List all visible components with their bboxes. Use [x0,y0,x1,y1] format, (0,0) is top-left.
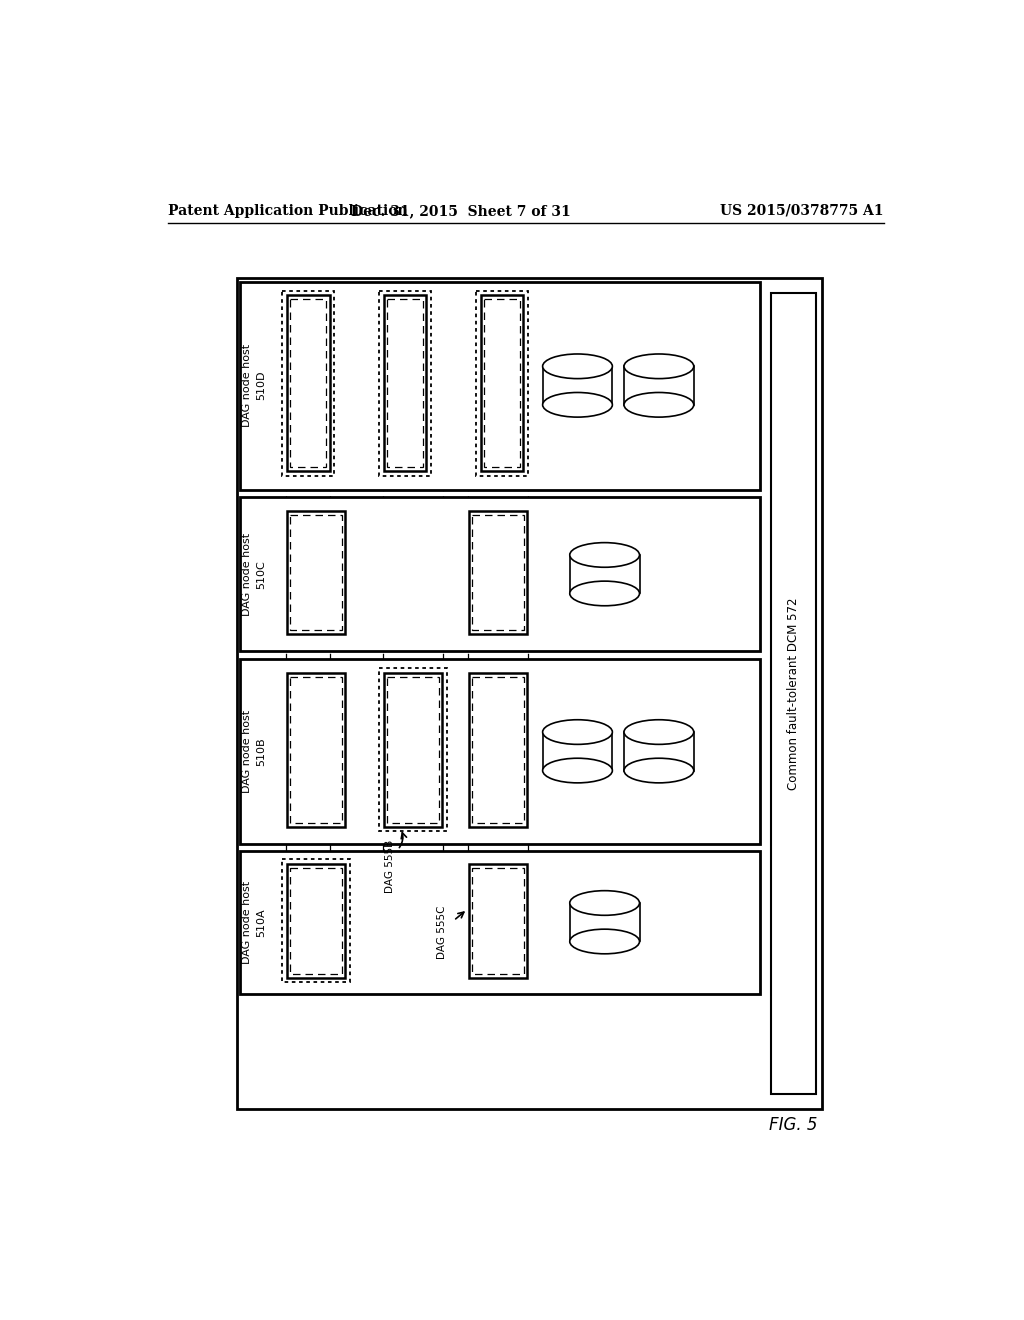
Bar [472,677,524,822]
Text: DAG node host
510D: DAG node host 510D [243,345,266,428]
Ellipse shape [624,354,693,379]
Bar [569,903,640,941]
Bar [483,300,520,467]
Text: DAG storage
530D: DAG storage 530D [595,545,614,603]
Text: Acceptor node 522J: Acceptor node 522J [400,339,410,428]
Text: DAG storage
530C: DAG storage 530C [649,723,669,780]
Text: Patent Application Publication: Patent Application Publication [168,203,408,218]
Text: Dec. 31, 2015  Sheet 7 of 31: Dec. 31, 2015 Sheet 7 of 31 [351,203,571,218]
Bar [287,511,345,635]
Ellipse shape [543,354,612,379]
Text: FIG. 5: FIG. 5 [769,1115,818,1134]
Ellipse shape [569,543,640,568]
Text: Committer node 522K: Committer node 522K [409,700,418,800]
Bar [387,677,438,822]
Ellipse shape [624,719,693,744]
Bar [379,668,446,832]
Bar [241,281,760,490]
Text: Committer node 522P: Committer node 522P [494,523,503,622]
Bar [287,863,345,978]
Bar [472,867,524,974]
Bar [543,733,612,771]
Bar [290,515,342,631]
Bar [543,367,612,405]
Ellipse shape [624,758,693,783]
Bar [624,367,693,405]
Text: Acceptor node 522M: Acceptor node 522M [498,337,507,430]
Text: DAG storage
530F: DAG storage 530F [649,356,669,414]
Bar [237,277,821,1109]
Bar [241,659,760,843]
Bar [624,733,693,771]
Bar [287,296,330,471]
Text: DAG storage
530A: DAG storage 530A [595,894,614,950]
Text: DAG storage
530E: DAG storage 530E [567,356,588,414]
Ellipse shape [569,929,640,954]
Bar [469,673,527,826]
Bar [384,296,426,471]
Ellipse shape [624,392,693,417]
Bar [771,293,816,1094]
Bar [241,851,760,994]
Text: DAG 555B: DAG 555B [385,840,395,894]
Text: Intermediate node
522N: Intermediate node 522N [488,879,508,962]
Ellipse shape [543,392,612,417]
Text: DAG 555A: DAG 555A [336,902,346,956]
Text: DAG node host
510B: DAG node host 510B [243,710,266,793]
Text: Standby node 522D: Standby node 522D [304,338,312,428]
Ellipse shape [543,719,612,744]
Text: Common fault-tolerant DCM 572: Common fault-tolerant DCM 572 [787,597,800,789]
Text: Intermediate node
522O: Intermediate node 522O [488,708,508,792]
Ellipse shape [543,758,612,783]
Bar [290,677,342,822]
Bar [287,673,345,826]
Text: Intermediate node
522B: Intermediate node 522B [306,708,326,792]
Text: DAG node host
510C: DAG node host 510C [243,533,266,615]
Bar [476,290,528,475]
Bar [569,554,640,594]
Bar [283,290,334,475]
Bar [290,300,327,467]
Text: DAG storage
530B: DAG storage 530B [567,723,588,780]
Bar [384,673,442,826]
Text: Committer node 522C: Committer node 522C [311,523,321,623]
Ellipse shape [569,581,640,606]
Bar [283,859,349,982]
Text: DAG node host
510A: DAG node host 510A [243,880,266,964]
Bar [469,511,527,635]
Text: DAG 555C: DAG 555C [437,906,446,960]
Text: Acceptor node 522A: Acceptor node 522A [311,875,321,966]
Bar [241,498,760,651]
Bar [469,863,527,978]
Text: US 2015/0378775 A1: US 2015/0378775 A1 [720,203,884,218]
Bar [480,296,523,471]
Bar [472,515,524,631]
Ellipse shape [569,891,640,915]
Bar [387,300,423,467]
Bar [379,290,431,475]
Bar [290,867,342,974]
